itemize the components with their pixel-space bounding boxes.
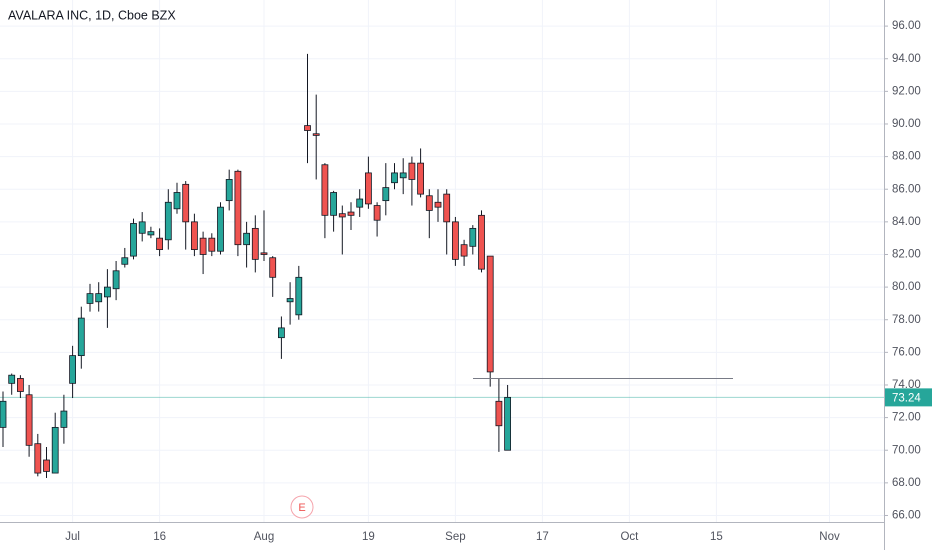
candle-body [156,237,164,250]
grid [0,0,884,522]
candle-body [417,162,425,195]
candle-body [460,244,468,257]
y-tick-label: 92.00 [892,85,921,97]
x-tick-label: Sep [445,531,465,543]
candle-body [60,410,68,428]
candle-body [434,201,442,208]
candle-body [121,257,129,265]
candle-body [164,201,172,241]
candle-body [425,195,433,211]
candle-body [34,443,42,474]
candle-body [364,172,372,205]
y-tick-label: 86.00 [892,183,921,195]
candle-body [0,400,7,428]
last-price-label: 73.24 [892,392,921,404]
candle-body [260,252,268,255]
earnings-marker[interactable] [290,495,314,519]
y-tick-label: 66.00 [892,510,921,522]
candle-body [43,459,50,472]
x-tick-label: 16 [153,531,166,543]
candle-body [77,317,85,357]
candle-body [286,298,294,303]
candle-body [478,214,485,270]
x-tick-label: 17 [536,531,549,543]
y-tick-label: 84.00 [892,216,921,228]
candle-body [234,170,242,246]
candle-body [225,179,233,202]
candle-body [8,374,16,384]
earnings-label[interactable]: E [298,502,305,514]
candle-body [504,396,512,451]
candle-body [347,211,355,216]
candle-body [217,206,224,252]
candle-body [486,255,494,373]
candle-body [95,293,103,303]
candle-body [373,205,381,221]
y-tick-label: 88.00 [892,151,921,163]
candle-body [295,276,303,316]
candle-body [451,221,459,260]
y-tick-label: 76.00 [892,346,921,358]
last-price-badge [885,388,932,407]
y-tick-label: 74.00 [892,379,921,391]
candle-body [251,227,259,260]
candle-body [138,221,146,234]
candle-body [391,172,398,184]
candle-body [69,355,76,384]
x-tick-label: Aug [254,531,274,543]
candle-body [173,192,181,210]
y-tick-label: 94.00 [892,53,921,65]
candle-body [243,232,251,246]
candle-body [130,223,137,257]
candle-body [321,164,329,216]
x-tick-label: Nov [819,531,840,543]
candle-body [112,270,120,290]
y-tick-label: 70.00 [892,444,921,456]
candle-body [356,198,364,208]
candle-body [199,237,207,255]
candle-body [147,231,155,236]
candle-body [51,426,59,474]
candle-body [338,213,346,218]
candle-body [25,394,33,446]
x-tick-label: 15 [710,531,723,543]
candle-body [312,133,320,136]
chart-title: AVALARA INC, 1D, Cboe BZX [8,8,176,22]
y-tick-label: 78.00 [892,314,921,326]
candle-body [469,227,477,247]
y-tick-label: 90.00 [892,118,921,130]
candle-body [104,286,111,298]
candle-body [277,327,285,339]
candle-body [16,378,24,392]
x-tick-label: Oct [620,531,639,543]
candle-body [399,172,407,179]
y-tick-label: 82.00 [892,249,921,261]
candle-body [86,293,94,304]
candle-body [269,257,277,278]
y-tick-label: 68.00 [892,477,921,489]
candle-body [382,187,390,202]
candle-body [182,183,190,223]
candle-body [330,192,338,216]
y-tick-label: 72.00 [892,412,921,424]
plot [0,53,884,478]
x-tick-label: Jul [65,531,80,543]
candle-body [495,400,503,427]
y-tick-label: 96.00 [892,20,921,32]
x-tick-label: 19 [362,531,375,543]
candle-body [408,162,416,180]
y-tick-label: 80.00 [892,281,921,293]
candle-body [443,193,451,223]
candle-body [190,221,198,250]
candle-body [304,125,311,131]
candle-body [208,237,216,252]
